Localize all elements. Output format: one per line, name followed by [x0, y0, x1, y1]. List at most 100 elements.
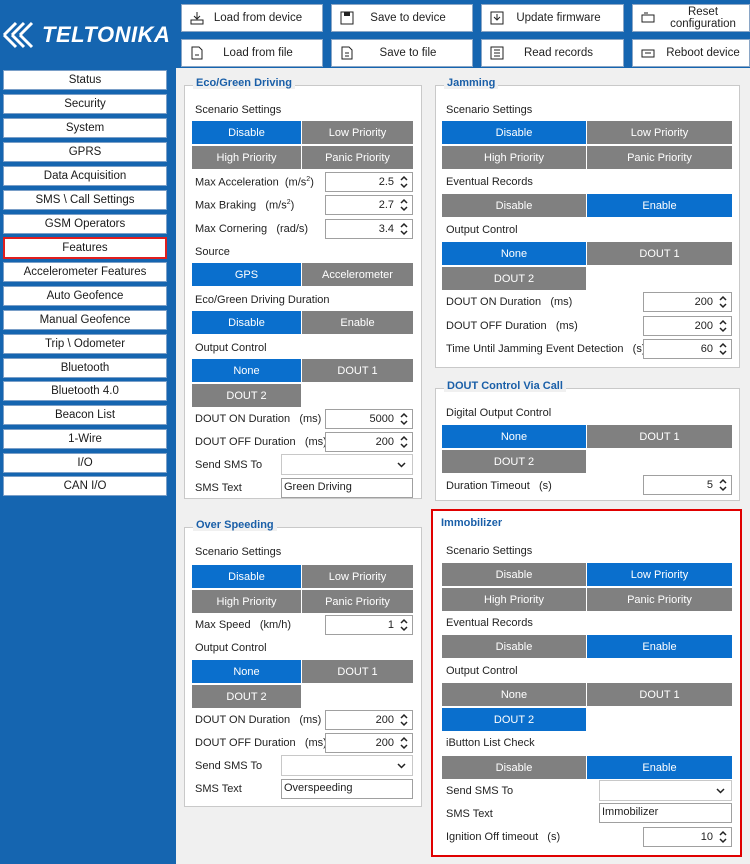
- stepper-arrows-icon[interactable]: [399, 411, 409, 427]
- sidebar-item-beacon-list[interactable]: Beacon List: [3, 405, 167, 425]
- sidebar-item-io[interactable]: I/O: [3, 453, 167, 473]
- output-dout2-button[interactable]: DOUT 2: [442, 450, 586, 473]
- sidebar-item-bluetooth-4[interactable]: Bluetooth 4.0: [3, 381, 167, 401]
- output-none-button[interactable]: None: [442, 425, 586, 448]
- stepper-arrows-icon[interactable]: [399, 197, 409, 213]
- dout-on-duration-stepper[interactable]: 200: [325, 710, 413, 730]
- stepper-arrows-icon[interactable]: [718, 294, 728, 310]
- eventual-enable-button[interactable]: Enable: [587, 194, 732, 217]
- eventual-disable-button[interactable]: Disable: [442, 194, 586, 217]
- sidebar-item-sms-call-settings[interactable]: SMS \ Call Settings: [3, 190, 167, 210]
- stepper-arrows-icon[interactable]: [399, 221, 409, 237]
- sidebar-item-accelerometer-features[interactable]: Accelerometer Features: [3, 262, 167, 282]
- duration-enable-button[interactable]: Enable: [302, 311, 413, 334]
- ignition-off-timeout-stepper[interactable]: 10: [643, 827, 732, 847]
- save-to-device-button[interactable]: Save to device: [331, 4, 473, 32]
- sidebar-item-security[interactable]: Security: [3, 94, 167, 114]
- stepper-arrows-icon[interactable]: [718, 829, 728, 845]
- sidebar-item-gsm-operators[interactable]: GSM Operators: [3, 214, 167, 234]
- scenario-low-priority-button[interactable]: Low Priority: [587, 121, 732, 144]
- eventual-enable-button[interactable]: Enable: [587, 635, 732, 658]
- output-dout2-button[interactable]: DOUT 2: [192, 685, 301, 708]
- reboot-device-button[interactable]: Reboot device: [632, 39, 750, 67]
- sidebar-item-bluetooth[interactable]: Bluetooth: [3, 358, 167, 378]
- reset-configuration-button[interactable]: Reset configuration: [632, 4, 750, 32]
- load-from-file-button[interactable]: Load from file: [181, 39, 323, 67]
- scenario-low-priority-button[interactable]: Low Priority: [302, 121, 413, 144]
- output-dout1-button[interactable]: DOUT 1: [302, 359, 413, 382]
- sidebar-item-system[interactable]: System: [3, 118, 167, 138]
- panel-title: DOUT Control Via Call: [444, 380, 566, 392]
- scenario-panic-priority-button[interactable]: Panic Priority: [302, 590, 413, 613]
- scenario-disable-button[interactable]: Disable: [442, 121, 586, 144]
- stepper-arrows-icon[interactable]: [718, 341, 728, 357]
- dout-off-duration-stepper[interactable]: 200: [643, 316, 732, 336]
- stepper-arrows-icon[interactable]: [718, 477, 728, 493]
- sidebar-item-features[interactable]: Features: [3, 237, 167, 259]
- scenario-low-priority-button[interactable]: Low Priority: [302, 565, 413, 588]
- scenario-high-priority-button[interactable]: High Priority: [192, 146, 301, 169]
- scenario-high-priority-button[interactable]: High Priority: [442, 146, 586, 169]
- sms-text-input[interactable]: Overspeeding: [281, 779, 413, 799]
- max-acceleration-stepper[interactable]: 2.5: [325, 172, 413, 192]
- sidebar-item-gprs[interactable]: GPRS: [3, 142, 167, 162]
- stepper-arrows-icon[interactable]: [399, 712, 409, 728]
- scenario-panic-priority-button[interactable]: Panic Priority: [587, 588, 732, 611]
- save-to-file-button[interactable]: Save to file: [331, 39, 473, 67]
- update-firmware-button[interactable]: Update firmware: [481, 4, 624, 32]
- output-none-button[interactable]: None: [442, 683, 586, 706]
- sidebar-item-trip-odometer[interactable]: Trip \ Odometer: [3, 334, 167, 354]
- output-dout2-button[interactable]: DOUT 2: [192, 384, 301, 407]
- sidebar-item-manual-geofence[interactable]: Manual Geofence: [3, 310, 167, 330]
- sms-text-input[interactable]: Immobilizer: [599, 803, 732, 823]
- output-none-button[interactable]: None: [192, 359, 301, 382]
- output-dout1-button[interactable]: DOUT 1: [587, 683, 732, 706]
- output-dout1-button[interactable]: DOUT 1: [587, 242, 732, 265]
- sidebar-item-auto-geofence[interactable]: Auto Geofence: [3, 286, 167, 306]
- scenario-panic-priority-button[interactable]: Panic Priority: [302, 146, 413, 169]
- send-sms-to-select[interactable]: [599, 780, 732, 801]
- send-sms-to-select[interactable]: [281, 755, 413, 776]
- send-sms-to-select[interactable]: [281, 454, 413, 475]
- source-accelerometer-button[interactable]: Accelerometer: [302, 263, 413, 286]
- sidebar-item-data-acquisition[interactable]: Data Acquisition: [3, 166, 167, 186]
- dout-off-duration-stepper[interactable]: 200: [325, 432, 413, 452]
- stepper-arrows-icon[interactable]: [718, 318, 728, 334]
- sidebar-item-can-io[interactable]: CAN I/O: [3, 476, 167, 496]
- scenario-panic-priority-button[interactable]: Panic Priority: [587, 146, 732, 169]
- dout-off-duration-stepper[interactable]: 200: [325, 733, 413, 753]
- scenario-high-priority-button[interactable]: High Priority: [442, 588, 586, 611]
- stepper-arrows-icon[interactable]: [399, 434, 409, 450]
- output-dout1-button[interactable]: DOUT 1: [302, 660, 413, 683]
- dout-on-duration-stepper[interactable]: 200: [643, 292, 732, 312]
- scenario-disable-button[interactable]: Disable: [192, 121, 301, 144]
- scenario-high-priority-button[interactable]: High Priority: [192, 590, 301, 613]
- eventual-disable-button[interactable]: Disable: [442, 635, 586, 658]
- scenario-disable-button[interactable]: Disable: [192, 565, 301, 588]
- jamming-detection-time-stepper[interactable]: 60: [643, 339, 732, 359]
- source-gps-button[interactable]: GPS: [192, 263, 301, 286]
- max-speed-stepper[interactable]: 1: [325, 615, 413, 635]
- stepper-arrows-icon[interactable]: [399, 735, 409, 751]
- sms-text-input[interactable]: Green Driving: [281, 478, 413, 498]
- sidebar-item-status[interactable]: Status: [3, 70, 167, 90]
- output-dout1-button[interactable]: DOUT 1: [587, 425, 732, 448]
- max-cornering-stepper[interactable]: 3.4: [325, 219, 413, 239]
- scenario-low-priority-button[interactable]: Low Priority: [587, 563, 732, 586]
- output-dout2-button[interactable]: DOUT 2: [442, 708, 586, 731]
- stepper-arrows-icon[interactable]: [399, 617, 409, 633]
- output-dout2-button[interactable]: DOUT 2: [442, 267, 586, 290]
- scenario-disable-button[interactable]: Disable: [442, 563, 586, 586]
- ibutton-disable-button[interactable]: Disable: [442, 756, 586, 779]
- read-records-button[interactable]: Read records: [481, 39, 624, 67]
- output-none-button[interactable]: None: [192, 660, 301, 683]
- duration-disable-button[interactable]: Disable: [192, 311, 301, 334]
- dout-on-duration-stepper[interactable]: 5000: [325, 409, 413, 429]
- max-braking-stepper[interactable]: 2.7: [325, 195, 413, 215]
- load-from-device-button[interactable]: Load from device: [181, 4, 323, 32]
- ibutton-enable-button[interactable]: Enable: [587, 756, 732, 779]
- sidebar-item-1-wire[interactable]: 1-Wire: [3, 429, 167, 449]
- duration-timeout-stepper[interactable]: 5: [643, 475, 732, 495]
- output-none-button[interactable]: None: [442, 242, 586, 265]
- stepper-arrows-icon[interactable]: [399, 174, 409, 190]
